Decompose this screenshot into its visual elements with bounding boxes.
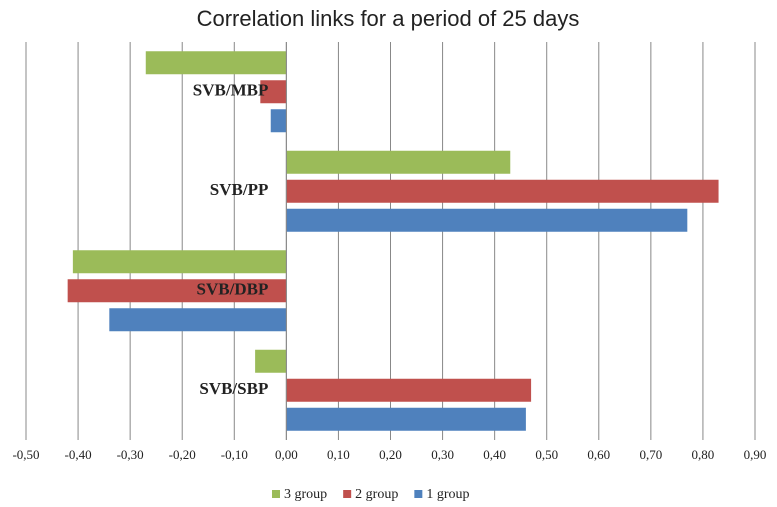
- category-label: SVB/PP: [210, 180, 269, 199]
- bar: [109, 308, 287, 332]
- bar: [286, 179, 719, 203]
- bar: [72, 250, 287, 274]
- category-label: SVB/DBP: [197, 280, 269, 299]
- bar: [260, 80, 287, 104]
- legend-label: 1 group: [426, 487, 469, 502]
- category-label: SVB/MBP: [193, 81, 269, 100]
- bar: [286, 378, 532, 402]
- bar: [286, 150, 511, 174]
- x-tick-label: 0,10: [327, 447, 350, 462]
- bar: [255, 349, 287, 373]
- x-tick-label: -0,20: [169, 447, 196, 462]
- legend-label: 3 group: [284, 487, 327, 502]
- legend-swatch: [343, 490, 352, 498]
- x-tick-label: 0,80: [692, 447, 715, 462]
- x-tick-label: 0,70: [639, 447, 662, 462]
- x-tick-label: -0,40: [65, 447, 92, 462]
- x-tick-label: 0,00: [275, 447, 298, 462]
- x-tick-label: 0,40: [483, 447, 506, 462]
- legend-label: 2 group: [355, 487, 398, 502]
- bar: [67, 279, 287, 303]
- x-tick-label: 0,90: [744, 447, 767, 462]
- x-tick-label: 0,60: [587, 447, 610, 462]
- bar: [145, 51, 287, 75]
- bar: [286, 208, 688, 232]
- x-tick-label: -0,50: [12, 447, 39, 462]
- legend-swatch: [272, 490, 280, 498]
- chart-title: Correlation links for a period of 25 day…: [197, 6, 580, 31]
- x-tick-label: -0,10: [221, 447, 248, 462]
- bar: [286, 407, 526, 431]
- x-tick-label: 0,30: [431, 447, 454, 462]
- x-tick-label: 0,50: [535, 447, 558, 462]
- bar: [270, 109, 287, 133]
- legend-swatch: [414, 490, 423, 498]
- x-tick-label: -0,30: [117, 447, 144, 462]
- category-label: SVB/SBP: [199, 379, 268, 398]
- x-tick-label: 0,20: [379, 447, 402, 462]
